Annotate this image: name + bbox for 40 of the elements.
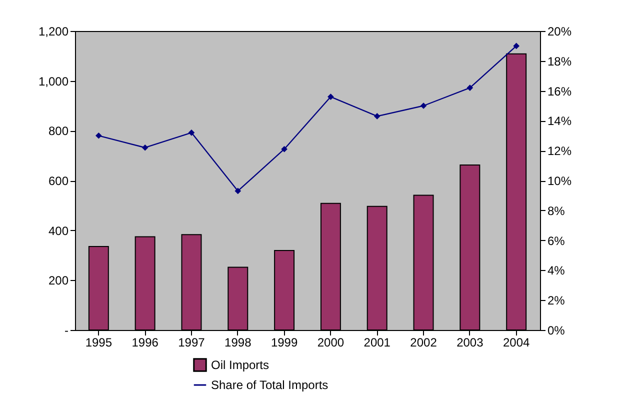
point bbox=[234, 188, 242, 194]
x-tick-label: 1998 bbox=[224, 336, 252, 350]
y2-tick-label: 20% bbox=[548, 24, 572, 38]
point bbox=[513, 42, 520, 50]
y-tick-label: 200 bbox=[48, 274, 69, 288]
x-tick-label: 2004 bbox=[502, 336, 530, 350]
y2-tick-label: 0% bbox=[548, 324, 566, 338]
x-tick-label: 1995 bbox=[85, 336, 112, 350]
x-tick-label: 2002 bbox=[410, 336, 438, 350]
point bbox=[96, 132, 102, 139]
x-tick-label: 2001 bbox=[364, 336, 391, 350]
x-tick-label: 2000 bbox=[317, 336, 344, 350]
y2-tick-label: 10% bbox=[548, 174, 572, 188]
point bbox=[328, 94, 334, 100]
point bbox=[281, 146, 288, 152]
point bbox=[188, 130, 195, 136]
y2-tick-label: 6% bbox=[548, 234, 566, 248]
x-tick-label: 1999 bbox=[270, 336, 298, 350]
y-tick-label: 800 bbox=[48, 124, 69, 138]
x-tick-label: 2003 bbox=[456, 336, 484, 350]
y2-tick-label: 2% bbox=[548, 294, 566, 308]
legend-label: Oil Imports bbox=[211, 358, 270, 372]
y-tick-label: 1,200 bbox=[38, 24, 69, 38]
point bbox=[142, 144, 148, 151]
y2-tick-label: 4% bbox=[548, 264, 566, 278]
point bbox=[420, 102, 427, 109]
point bbox=[466, 84, 474, 91]
point bbox=[374, 113, 380, 120]
legend-label: Share of Total Imports bbox=[211, 378, 328, 392]
y2-tick-label: 8% bbox=[548, 204, 566, 218]
y-tick-label: - bbox=[64, 324, 68, 338]
y-tick-label: 600 bbox=[48, 174, 69, 188]
x-tick-label: 1997 bbox=[178, 336, 206, 350]
y2-tick-label: 18% bbox=[548, 54, 572, 68]
y2-tick-label: 14% bbox=[548, 114, 572, 128]
y2-tick-label: 12% bbox=[548, 144, 572, 158]
y2-tick-label: 16% bbox=[548, 84, 572, 98]
y-tick-label: 1,000 bbox=[38, 74, 69, 88]
y-tick-label: 400 bbox=[48, 224, 69, 238]
x-tick-label: 1996 bbox=[132, 336, 159, 350]
